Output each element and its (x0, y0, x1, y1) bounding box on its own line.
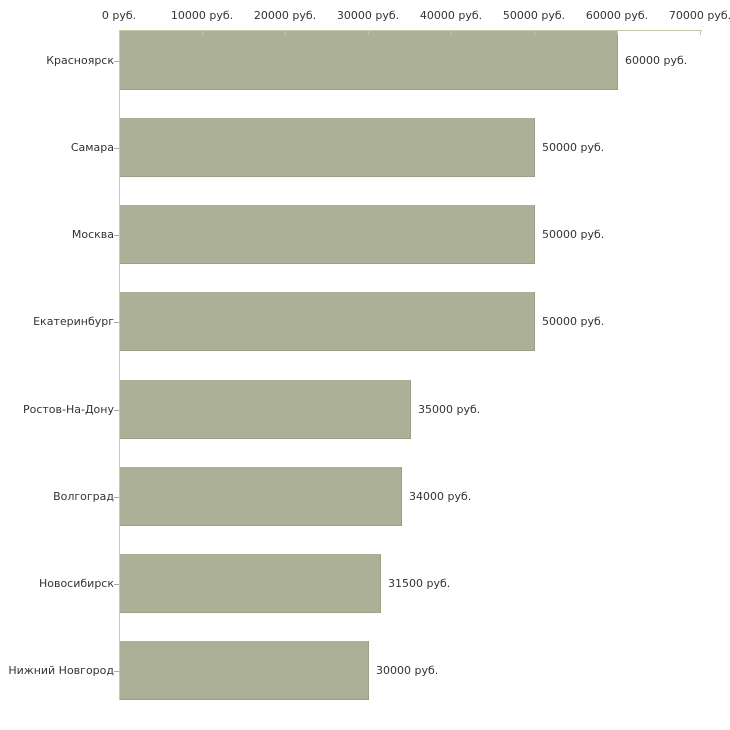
bar (120, 118, 535, 177)
y-axis-tick (114, 497, 119, 498)
value-label: 50000 руб. (542, 315, 605, 328)
category-label: Нижний Новгород (8, 664, 114, 677)
value-label: 31500 руб. (388, 577, 451, 590)
x-axis-tick (617, 30, 618, 35)
value-label: 34000 руб. (409, 490, 472, 503)
x-axis-tick-label: 0 руб. (101, 9, 137, 22)
y-axis-line (119, 30, 120, 700)
x-axis-line (119, 30, 702, 31)
x-axis-tick (451, 30, 452, 35)
y-axis-tick (114, 235, 119, 236)
y-axis-tick (114, 322, 119, 323)
x-axis-tick (700, 30, 701, 35)
x-axis-tick (534, 30, 535, 35)
y-axis-tick (114, 410, 119, 411)
bar (120, 641, 369, 700)
bar (120, 467, 402, 526)
x-axis-tick-label: 50000 руб. (502, 9, 566, 22)
y-axis-tick (114, 61, 119, 62)
category-label: Новосибирск (38, 577, 114, 590)
value-label: 35000 руб. (418, 403, 481, 416)
x-axis-tick (202, 30, 203, 35)
value-label: 30000 руб. (376, 664, 439, 677)
bar (120, 380, 411, 439)
bar (120, 205, 535, 264)
category-label: Москва (71, 228, 114, 241)
value-label: 60000 руб. (625, 54, 688, 67)
x-axis-tick-label: 60000 руб. (585, 9, 649, 22)
x-axis-tick-label: 70000 руб. (668, 9, 730, 22)
y-axis-tick (114, 584, 119, 585)
value-label: 50000 руб. (542, 141, 605, 154)
x-axis-tick-label: 10000 руб. (170, 9, 234, 22)
value-label: 50000 руб. (542, 228, 605, 241)
y-axis-tick (114, 671, 119, 672)
x-axis-tick (119, 30, 120, 35)
category-label: Екатеринбург (33, 315, 114, 328)
bar (120, 31, 618, 90)
x-axis-tick-label: 30000 руб. (336, 9, 400, 22)
x-axis-tick (285, 30, 286, 35)
category-label: Волгоград (53, 490, 114, 503)
bar (120, 554, 381, 613)
x-axis-tick-label: 40000 руб. (419, 9, 483, 22)
y-axis-tick (114, 148, 119, 149)
category-label: Самара (70, 141, 114, 154)
category-label: Красноярск (46, 54, 114, 67)
x-axis-tick-label: 20000 руб. (253, 9, 317, 22)
category-label: Ростов-На-Дону (22, 403, 114, 416)
bar (120, 292, 535, 351)
x-axis-tick (368, 30, 369, 35)
